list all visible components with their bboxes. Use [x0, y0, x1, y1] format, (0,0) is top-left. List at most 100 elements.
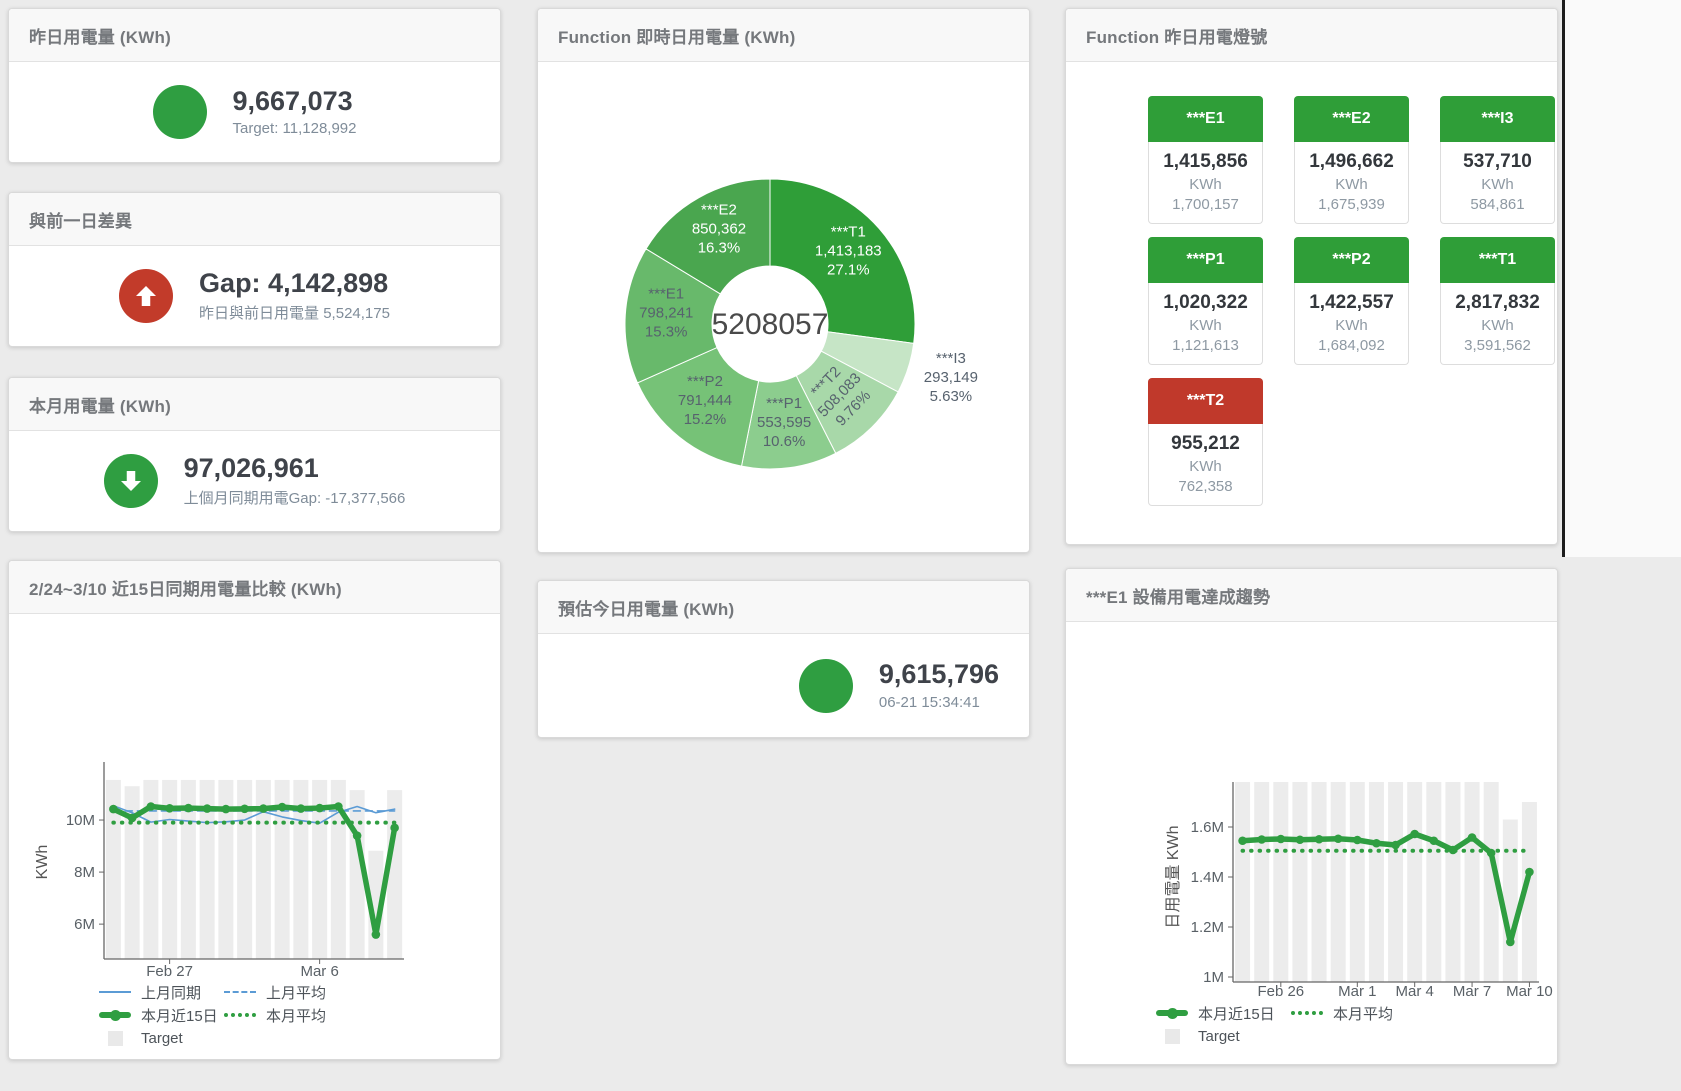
tile-status-header: ***I3: [1440, 96, 1555, 142]
compare-chart-legend: 上月同期 上月平均 本月近15日 本月平均 Target: [99, 984, 327, 1047]
card-title: 預估今日用電量 (KWh): [558, 599, 735, 619]
tile-value: 955,212: [1171, 433, 1240, 454]
stat-value: 9,615,796: [878, 659, 999, 690]
stat-subtext: 上個月同期用電Gap: -17,377,566: [183, 490, 406, 508]
tile-unit: KWh: [1189, 458, 1222, 475]
target-bar: [1368, 782, 1384, 982]
card-light-board: Function 昨日用電燈號 ***E1 1,415,856 KWh 1,700,1…: [1065, 8, 1558, 545]
red-status-circle: [119, 269, 174, 323]
tile-prev: 3,591,562: [1464, 337, 1531, 354]
stat-value: 97,026,961: [183, 452, 319, 483]
legend-item-thick-green[interactable]: 本月近15日: [1156, 1005, 1291, 1023]
legend-item-thick-green[interactable]: 本月近15日: [99, 1007, 224, 1025]
target-bar: [274, 779, 290, 959]
stat-timestamp: 06-21 15:34:41: [878, 693, 980, 711]
y-tick-label: 6M: [74, 916, 95, 933]
x-tick-label: Mar 4: [1396, 983, 1434, 1000]
card-header: 2/24~3/10 近15日同期用電量比較 (KWh): [9, 561, 500, 614]
donut-slice-label: ***P2 791,444 15.2%: [678, 373, 732, 428]
tile-status-header: ***P2: [1294, 237, 1409, 283]
x-tick-label: Mar 1: [1338, 983, 1376, 1000]
series-point: [1429, 836, 1439, 846]
donut-slice-label: ***E1 798,241 15.3%: [639, 285, 693, 340]
tile-status-header: ***T2: [1148, 378, 1263, 424]
series-point: [1333, 834, 1343, 844]
e1-chart-legend: 本月近15日 本月平均 Target: [1156, 1005, 1393, 1045]
target-bar: [1311, 782, 1327, 982]
donut-chart-area: ***T1 1,413,183 27.1% ***I3 293,149 5.63% ***T…: [538, 62, 1029, 552]
series-point: [1410, 829, 1419, 839]
donut-slice-P2[interactable]: [636, 346, 760, 467]
legend-item-solid-blue[interactable]: 上月同期: [99, 984, 224, 1002]
card-day-gap: 與前一日差異 Gap: 4,142,898 昨日與前日用電量 5,524,175: [8, 192, 501, 347]
target-bar: [180, 779, 196, 959]
legend-symbol-thick-green: [99, 1009, 131, 1021]
y-axis-title: KWh: [34, 845, 51, 880]
stat-value: Gap: 4,142,898: [199, 267, 389, 298]
legend-item-dashed-blue[interactable]: 上月平均: [224, 984, 326, 1002]
card-header: ***E1 設備用電達成趨勢: [1066, 569, 1557, 622]
series-point: [1314, 834, 1324, 844]
card-title: ***E1 設備用電達成趨勢: [1086, 587, 1271, 607]
legend-label: 本月平均: [266, 1007, 327, 1025]
legend-item-square-gray[interactable]: Target: [1156, 1028, 1291, 1045]
series-point: [109, 804, 118, 814]
series-point: [296, 804, 306, 813]
series-point: [1257, 835, 1266, 844]
target-bar: [330, 779, 346, 959]
tile-status-header: ***E2: [1294, 96, 1409, 142]
legend-symbol-dotted-green: [1291, 1011, 1323, 1015]
tile-unit: KWh: [1481, 176, 1514, 193]
card-realtime-donut: Function 即時日用電量 (KWh) ***T1 1,413,183 27.1…: [537, 8, 1030, 553]
tile-prev: 584,861: [1470, 196, 1525, 213]
compare-chart-area: 6M 8M 10M Feb 27 Mar 6 KWh 上月同期 上月平均 本月近15日 本月平均…: [9, 614, 500, 1059]
target-bar: [1464, 782, 1480, 982]
card-header: 與前一日差異: [9, 193, 500, 246]
y-tick-label: 1.2M: [1191, 919, 1224, 936]
card-estimate-today: 預估今日用電量 (KWh) 9,615,796 06-21 15:34:41: [537, 580, 1030, 738]
tile-status-header: ***P1: [1148, 237, 1263, 283]
tile-body: 1,415,856 KWh 1,700,157: [1148, 142, 1263, 224]
tile-prev: 762,358: [1178, 478, 1233, 495]
stat-subtext: 昨日與前日用電量 5,524,175: [199, 305, 390, 323]
legend-item-dotted-green[interactable]: 本月平均: [224, 1007, 327, 1025]
card-header: Function 即時日用電量 (KWh): [538, 9, 1029, 62]
green-status-circle-icon: [798, 658, 853, 713]
light-tile-T1: ***T1 2,817,832 KWh 3,591,562: [1440, 237, 1555, 365]
target-bar: [312, 779, 328, 959]
tile-unit: KWh: [1189, 317, 1222, 334]
series-point: [1372, 838, 1381, 848]
light-tile-P2: ***P2 1,422,557 KWh 1,684,092: [1294, 237, 1409, 365]
y-tick-label: 8M: [74, 864, 95, 881]
card-title: 昨日用電量 (KWh): [29, 27, 171, 47]
target-bar: [1407, 782, 1423, 982]
tile-value: 1,422,557: [1309, 292, 1394, 313]
tile-unit: KWh: [1189, 176, 1222, 193]
target-bar: [218, 779, 234, 959]
target-bar: [199, 779, 215, 959]
tile-body: 1,020,322 KWh 1,121,613: [1148, 283, 1263, 365]
series-point: [165, 804, 174, 813]
legend-item-square-gray[interactable]: Target: [99, 1030, 224, 1047]
tile-prev: 1,700,157: [1172, 196, 1239, 213]
card-header: 預估今日用電量 (KWh): [538, 581, 1029, 634]
donut-slice-T1[interactable]: [769, 178, 916, 344]
legend-item-dotted-green[interactable]: 本月平均: [1291, 1005, 1393, 1023]
donut-slice-E1[interactable]: [624, 248, 722, 384]
donut-chart: ***T1 1,413,183 27.1%***I3 293,149 5.63%***T…: [624, 178, 978, 470]
window-edge-strip: [1565, 0, 1681, 557]
y-tick-label: 1M: [1203, 969, 1224, 986]
target-bar: [1254, 782, 1270, 982]
series-point: [259, 804, 268, 813]
light-tile-E1: ***E1 1,415,856 KWh 1,700,157: [1148, 96, 1263, 224]
series-line-本月近15日: [1239, 831, 1533, 945]
series-point: [315, 803, 324, 813]
series-point: [1295, 835, 1305, 845]
donut-slice-E2[interactable]: [645, 178, 771, 295]
y-tick-label: 1.4M: [1191, 869, 1224, 886]
tile-body: 1,422,557 KWh 1,684,092: [1294, 283, 1409, 365]
series-point: [352, 831, 362, 840]
x-tick-label: Feb 26: [1257, 983, 1304, 1000]
stat-subtext: Target: 11,128,992: [232, 120, 357, 138]
target-bar: [1483, 782, 1499, 982]
